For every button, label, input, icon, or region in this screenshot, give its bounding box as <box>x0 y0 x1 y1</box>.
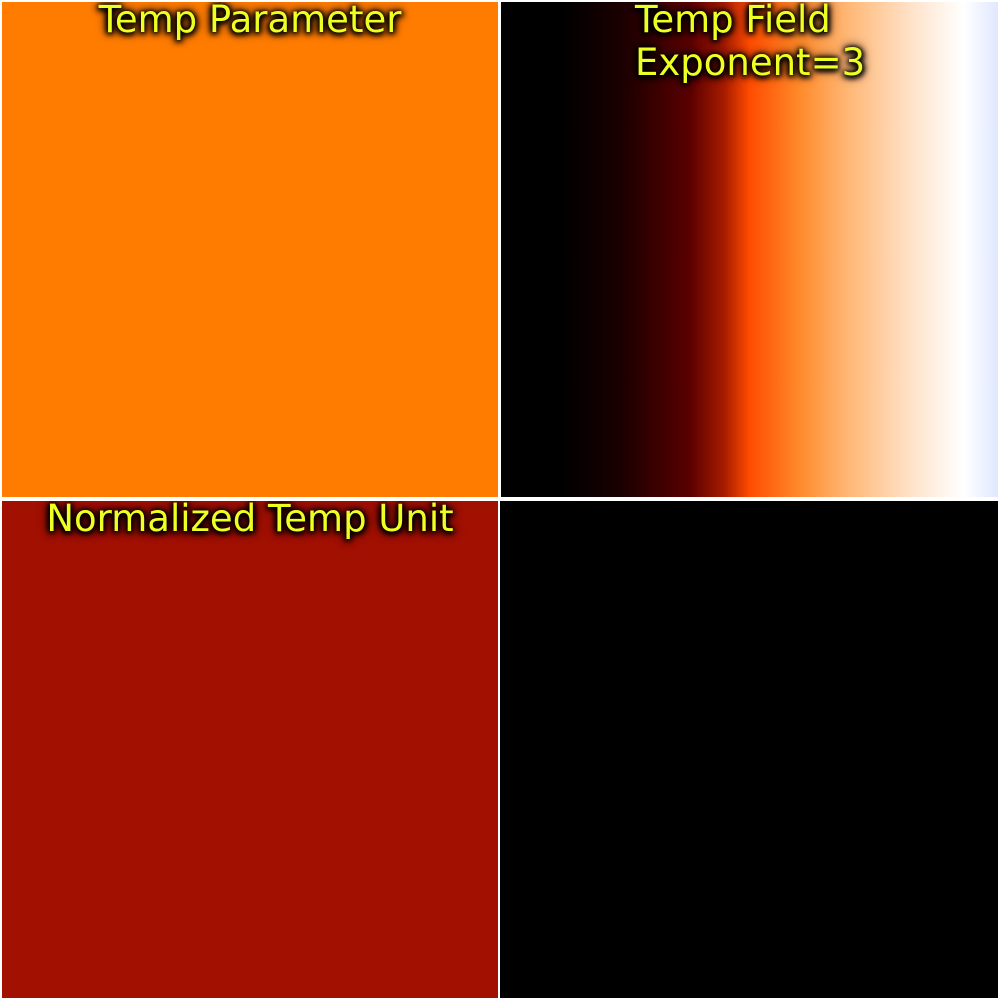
panel-title: Temp Field Exponent=3 <box>635 2 865 84</box>
panel-title: Temp Parameter <box>2 2 498 41</box>
panel-normalized-temp-unit: Normalized Temp Unit <box>2 501 498 998</box>
panel-title-line: Normalized Temp Unit <box>46 501 454 540</box>
panel-title-line: Temp Field <box>635 2 831 41</box>
panel-empty <box>500 501 998 998</box>
panel-title: Normalized Temp Unit <box>2 501 498 540</box>
panel-title-line: Temp Parameter <box>98 2 402 41</box>
panel-temp-parameter: Temp Parameter <box>2 2 498 497</box>
panel-temp-field: Temp Field Exponent=3 <box>501 2 998 497</box>
panel-title-line: Exponent=3 <box>635 41 866 84</box>
